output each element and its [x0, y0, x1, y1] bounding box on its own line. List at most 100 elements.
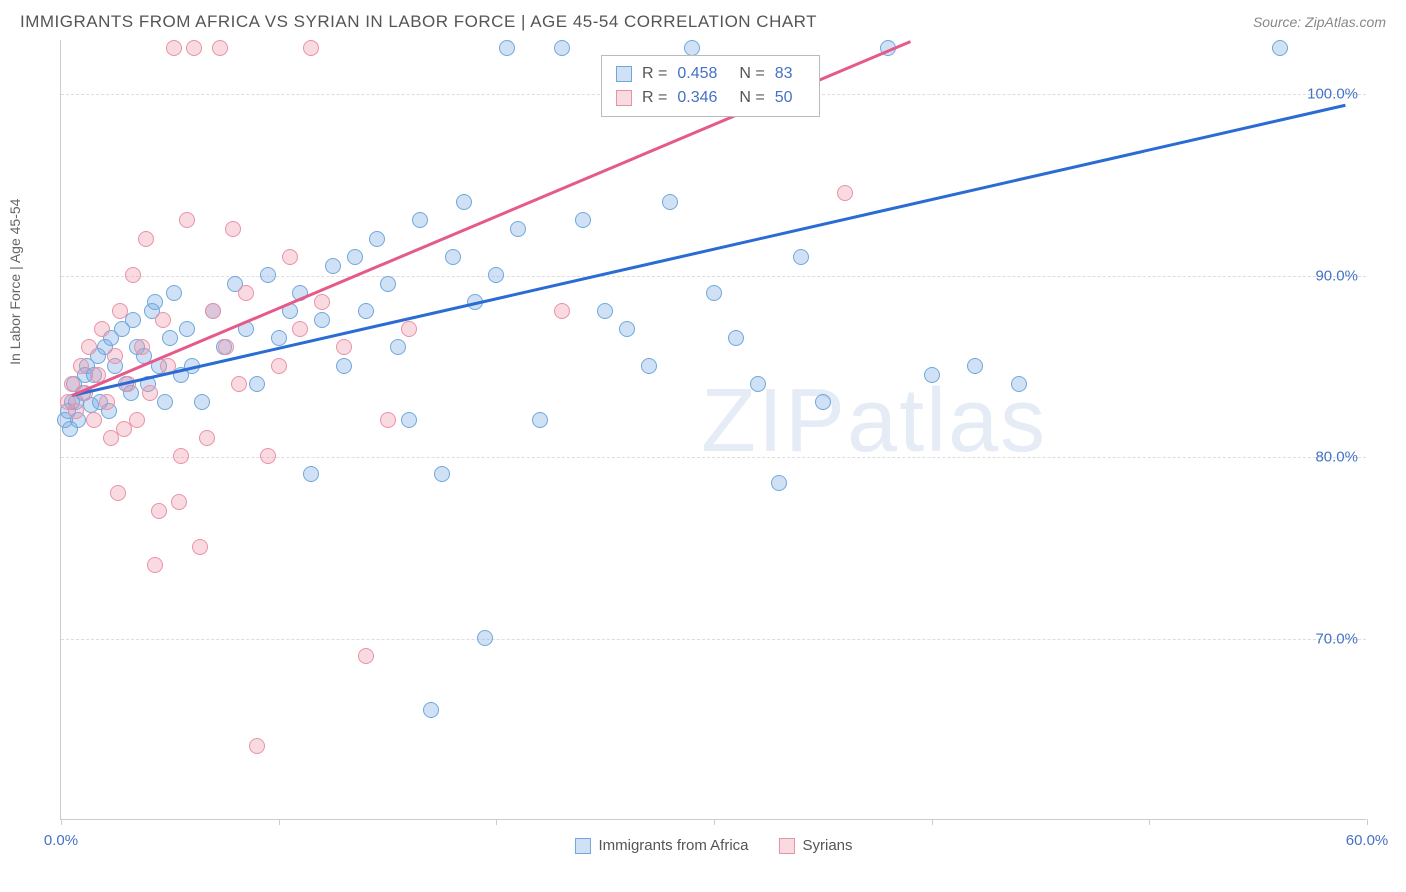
- scatter-point: [179, 321, 195, 337]
- scatter-point: [125, 312, 141, 328]
- scatter-point: [1011, 376, 1027, 392]
- scatter-point: [967, 358, 983, 374]
- scatter-point: [194, 394, 210, 410]
- stat-n-value: 50: [775, 86, 793, 110]
- stat-r-value: 0.346: [677, 86, 717, 110]
- legend-item: Immigrants from Africa: [574, 837, 748, 854]
- scatter-point: [390, 339, 406, 355]
- scatter-point: [358, 648, 374, 664]
- stats-row: R = 0.346 N = 50: [616, 86, 805, 110]
- scatter-point: [271, 358, 287, 374]
- scatter-point: [641, 358, 657, 374]
- x-tick-mark: [714, 819, 715, 825]
- y-tick-label: 70.0%: [1315, 630, 1358, 647]
- scatter-point: [401, 412, 417, 428]
- legend-swatch: [616, 90, 632, 106]
- scatter-point: [380, 412, 396, 428]
- scatter-point: [134, 339, 150, 355]
- x-tick-mark: [496, 819, 497, 825]
- scatter-point: [86, 412, 102, 428]
- scatter-point: [125, 267, 141, 283]
- stat-n-value: 83: [775, 62, 793, 86]
- scatter-point: [260, 267, 276, 283]
- scatter-point: [151, 503, 167, 519]
- scatter-point: [199, 430, 215, 446]
- x-tick-mark: [932, 819, 933, 825]
- stat-r-label: R =: [642, 86, 667, 110]
- scatter-point: [662, 194, 678, 210]
- scatter-point: [771, 475, 787, 491]
- scatter-point: [401, 321, 417, 337]
- scatter-point: [68, 403, 84, 419]
- legend-item: Syrians: [779, 837, 853, 854]
- scatter-point: [186, 40, 202, 56]
- scatter-point: [138, 231, 154, 247]
- scatter-point: [155, 312, 171, 328]
- scatter-point: [336, 339, 352, 355]
- scatter-point: [314, 294, 330, 310]
- y-tick-label: 90.0%: [1315, 267, 1358, 284]
- scatter-point: [225, 221, 241, 237]
- legend-swatch: [574, 838, 590, 854]
- scatter-point: [282, 249, 298, 265]
- x-tick-mark: [1149, 819, 1150, 825]
- scatter-point: [94, 321, 110, 337]
- scatter-point: [166, 285, 182, 301]
- scatter-point: [303, 466, 319, 482]
- scatter-point: [412, 212, 428, 228]
- source-attribution: Source: ZipAtlas.com: [1253, 14, 1386, 30]
- scatter-point: [336, 358, 352, 374]
- scatter-point: [837, 185, 853, 201]
- scatter-point: [142, 385, 158, 401]
- trend-line: [72, 104, 1346, 397]
- scatter-point: [369, 231, 385, 247]
- chart-title: IMMIGRANTS FROM AFRICA VS SYRIAN IN LABO…: [20, 12, 817, 32]
- x-tick-mark: [61, 819, 62, 825]
- scatter-point: [423, 702, 439, 718]
- y-tick-label: 80.0%: [1315, 449, 1358, 466]
- scatter-point: [260, 448, 276, 464]
- legend-swatch: [779, 838, 795, 854]
- stat-n-label: N =: [739, 62, 764, 86]
- scatter-point: [112, 303, 128, 319]
- scatter-point: [488, 267, 504, 283]
- scatter-point: [231, 376, 247, 392]
- scatter-point: [179, 212, 195, 228]
- scatter-point: [499, 40, 515, 56]
- stat-r-label: R =: [642, 62, 667, 86]
- stat-r-value: 0.458: [677, 62, 717, 86]
- scatter-point: [147, 294, 163, 310]
- scatter-point: [162, 330, 178, 346]
- y-tick-label: 100.0%: [1307, 86, 1358, 103]
- scatter-point: [249, 738, 265, 754]
- legend-label: Syrians: [803, 837, 853, 854]
- scatter-point: [173, 448, 189, 464]
- scatter-point: [434, 466, 450, 482]
- scatter-point: [793, 249, 809, 265]
- scatter-point: [575, 212, 591, 228]
- y-axis-label: In Labor Force | Age 45-54: [7, 199, 23, 365]
- x-tick-mark: [1367, 819, 1368, 825]
- legend-swatch: [616, 66, 632, 82]
- scatter-point: [619, 321, 635, 337]
- scatter-point: [107, 348, 123, 364]
- x-tick-label: 60.0%: [1346, 832, 1389, 849]
- legend-label: Immigrants from Africa: [598, 837, 748, 854]
- scatter-point: [380, 276, 396, 292]
- scatter-point: [445, 249, 461, 265]
- legend: Immigrants from Africa Syrians: [574, 837, 852, 854]
- scatter-point: [205, 303, 221, 319]
- scatter-point: [292, 321, 308, 337]
- stat-n-label: N =: [739, 86, 764, 110]
- scatter-point: [171, 494, 187, 510]
- scatter-point: [129, 412, 145, 428]
- scatter-point: [815, 394, 831, 410]
- x-tick-mark: [279, 819, 280, 825]
- scatter-point: [597, 303, 613, 319]
- grid-line: [61, 639, 1366, 640]
- scatter-point: [238, 285, 254, 301]
- scatter-point: [157, 394, 173, 410]
- scatter-point: [110, 485, 126, 501]
- grid-line: [61, 276, 1366, 277]
- scatter-point: [358, 303, 374, 319]
